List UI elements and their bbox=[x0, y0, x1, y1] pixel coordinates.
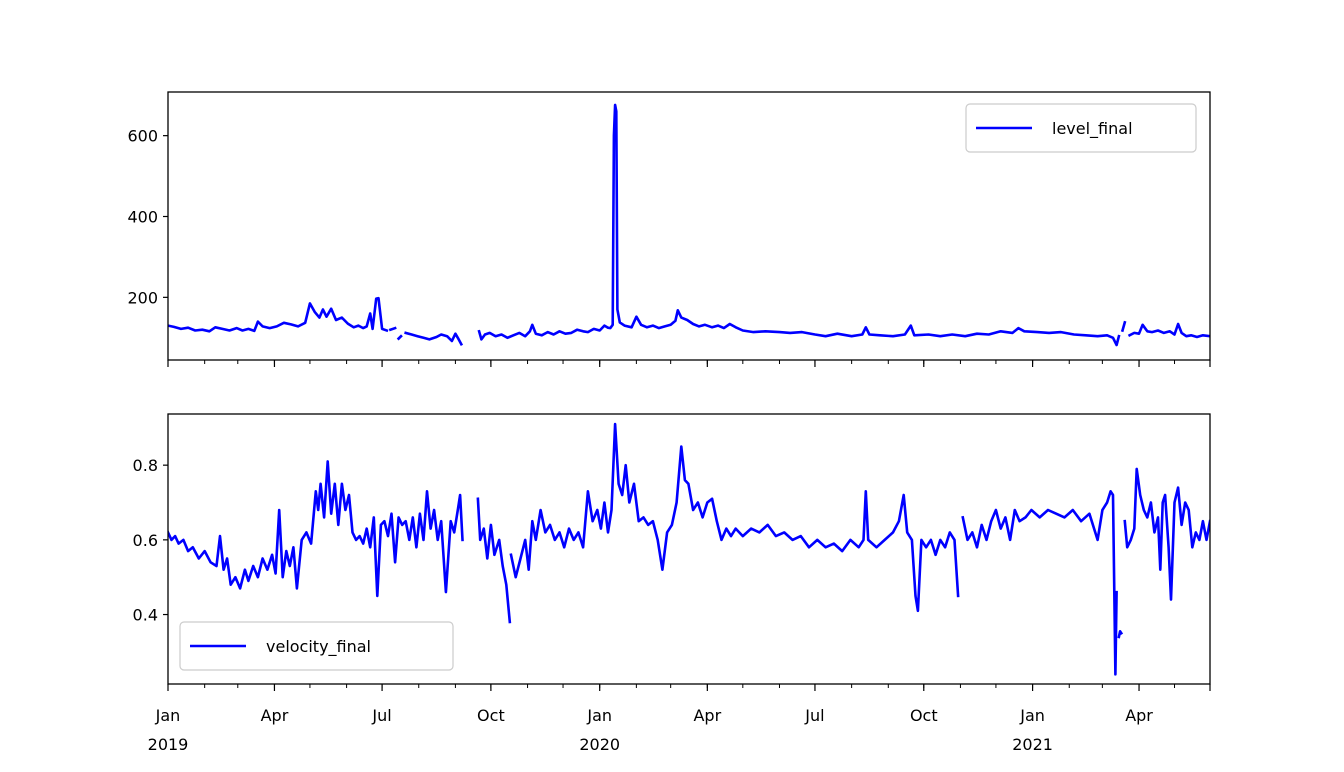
legend-box bbox=[965, 103, 1197, 153]
x-tick-label: Apr bbox=[1125, 706, 1153, 725]
legend: level_final bbox=[965, 103, 1197, 153]
legend-box bbox=[179, 621, 454, 671]
x-tick-label: Oct bbox=[910, 706, 938, 725]
y-tick-label: 200 bbox=[127, 288, 158, 307]
series-line-velocity_final-segment-1 bbox=[168, 460, 464, 598]
x-tick-label: Jul bbox=[371, 706, 391, 725]
x-tick-label: Apr bbox=[261, 706, 289, 725]
y-tick-label: 600 bbox=[127, 127, 158, 146]
series-line-level_final-segment-3 bbox=[396, 334, 403, 341]
y-tick-label: 0.4 bbox=[133, 606, 158, 625]
x-tick-label: Jan bbox=[1019, 706, 1045, 725]
series-line-level_final-segment-7 bbox=[1127, 322, 1210, 339]
x-tick-label: 2021 bbox=[1012, 735, 1053, 754]
series-line-level_final-segment-4 bbox=[404, 331, 464, 346]
chart-panel-1: 200 400 600 level_final bbox=[127, 91, 1211, 367]
series-line-velocity_final-segment-6 bbox=[1123, 467, 1210, 601]
x-tick-label: 2020 bbox=[579, 735, 620, 754]
chart-panel-2: 0.4 0.6 0.8 Jan 2019 Apr Jul Oct Jan 2020 Apr Jul Oc… bbox=[133, 413, 1211, 754]
series-line-level_final-segment-2 bbox=[388, 326, 397, 332]
series-line-level_final-segment-1 bbox=[168, 296, 389, 333]
series-line-velocity_final-segment-5 bbox=[1117, 629, 1124, 639]
x-tick-label: Jul bbox=[804, 706, 824, 725]
x-tick-label: Jan bbox=[586, 706, 612, 725]
series-line-level_final-segment-6 bbox=[1120, 320, 1127, 333]
series-line-velocity_final-segment-3 bbox=[509, 422, 960, 613]
axes-frame bbox=[167, 91, 1211, 361]
y-tick-label: 0.6 bbox=[133, 531, 158, 550]
axes-frame bbox=[167, 413, 1211, 685]
x-tick-label: Oct bbox=[477, 706, 505, 725]
y-tick-label: 400 bbox=[127, 208, 158, 227]
legend-label-level_final: level_final bbox=[1052, 119, 1133, 139]
legend: velocity_final bbox=[179, 621, 454, 671]
y-tick-label: 0.8 bbox=[133, 456, 158, 475]
legend-label-velocity_final: velocity_final bbox=[266, 637, 371, 657]
series-group bbox=[168, 422, 1210, 676]
x-tick-label: Apr bbox=[693, 706, 721, 725]
series-line-velocity_final-segment-4 bbox=[961, 489, 1118, 676]
series-line-velocity_final-segment-2 bbox=[476, 497, 512, 624]
x-tick-label: Jan bbox=[155, 706, 181, 725]
series-group bbox=[168, 103, 1210, 347]
series-line-level_final-segment-5 bbox=[477, 103, 1121, 347]
x-tick-label: 2019 bbox=[148, 735, 189, 754]
